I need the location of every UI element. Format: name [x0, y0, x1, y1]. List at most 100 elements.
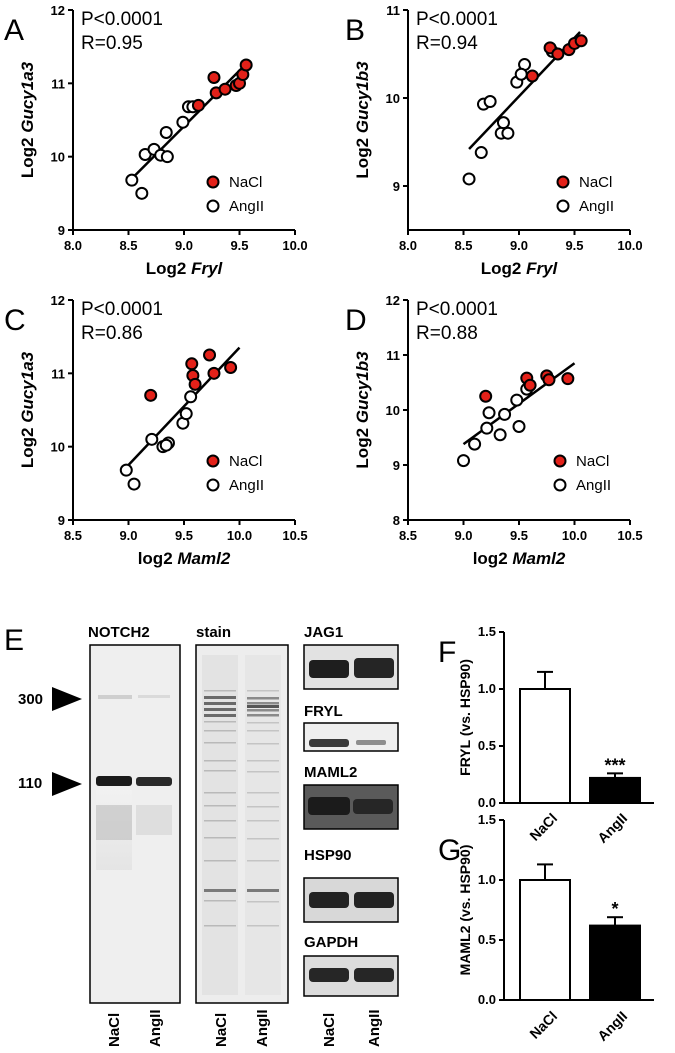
y-axis-label: MAML2 (vs. HSP90) — [457, 845, 473, 976]
stain-band — [247, 760, 279, 762]
stain-band — [204, 820, 236, 822]
legend-marker-angii — [206, 478, 220, 492]
stain-band — [204, 837, 236, 839]
point-angii — [145, 432, 159, 446]
scatter-panel-a: A 8.0 8.5 9.0 9.5 10.0 9 10 11 12 Log2 Fryl Log2 Gu… — [4, 3, 308, 278]
lane-labels: NaCl AngII NaCl AngII NaCl AngII — [106, 1010, 383, 1048]
y-axis-label: Log2 Gucy1a3 — [18, 351, 37, 468]
y-tick-label: 10 — [386, 91, 400, 106]
scatter-panel-b: B 8.0 8.5 9.0 9.5 10.0 9 10 11 Log2 Fryl Log2 Gucy… — [345, 3, 643, 278]
stain-band — [247, 705, 279, 708]
point-nacl — [525, 69, 539, 83]
x-tick-label: 9.5 — [510, 528, 528, 543]
stain-band — [204, 742, 236, 744]
stain-band — [247, 838, 279, 840]
point-angii — [483, 95, 497, 109]
scatter-panel-c: C 8.5 9.0 9.5 10.0 10.5 9 10 11 12 log2 Maml2 Log2 … — [4, 293, 308, 568]
x-tick-label: 9.5 — [230, 238, 248, 253]
size-marker-300: 300 — [18, 687, 82, 711]
stain-band — [204, 770, 236, 772]
stat-p-value: P<0.0001 — [416, 9, 498, 30]
regression-line — [127, 346, 241, 466]
stain-band — [204, 721, 236, 723]
x-tick-label: 10.0 — [282, 238, 307, 253]
x-tick-label: 8.5 — [454, 238, 472, 253]
x-tick-label: 8.0 — [64, 238, 82, 253]
gapdh-blot: GAPDH — [303, 934, 399, 997]
point-nacl — [551, 47, 565, 61]
stain-band — [204, 889, 236, 892]
legend-marker-nacl — [553, 454, 567, 468]
x-tick-label: 8.5 — [64, 528, 82, 543]
significance-marker: * — [611, 899, 618, 919]
svg-text:AngII: AngII — [147, 1010, 164, 1048]
y-tick-label: 1.5 — [478, 812, 496, 827]
point-angii — [125, 173, 139, 187]
stain-band — [247, 806, 279, 808]
notch2-blot — [89, 644, 181, 1004]
y-tick-label: 0.5 — [478, 932, 496, 947]
stain-band — [204, 860, 236, 862]
fryl-blot: FRYL — [303, 703, 399, 752]
stain-band — [247, 889, 279, 892]
y-tick-label: 8 — [393, 513, 400, 528]
stain-band — [204, 925, 236, 927]
category-label: AngII — [594, 810, 630, 846]
panel-letter: C — [4, 304, 26, 337]
stain-band — [204, 702, 236, 705]
stain-band — [247, 730, 279, 732]
y-tick-label: 11 — [51, 76, 65, 91]
arrowhead-icon — [52, 687, 82, 711]
point-angii — [468, 437, 482, 451]
y-tick-label: 11 — [386, 3, 400, 18]
legend-label-nacl: NaCl — [229, 453, 262, 470]
x-tick-label: 10.5 — [282, 528, 307, 543]
svg-text:110: 110 — [18, 775, 42, 792]
y-axis-label: FRYL (vs. HSP90) — [457, 659, 473, 776]
x-tick-label: 9.5 — [175, 528, 193, 543]
significance-marker: *** — [604, 755, 625, 775]
stain-band — [247, 925, 279, 927]
arrowhead-icon — [52, 772, 82, 796]
x-tick-label: 9.5 — [565, 238, 583, 253]
x-tick-label: 10.0 — [562, 528, 587, 543]
stat-p-value: P<0.0001 — [81, 299, 163, 320]
y-tick-label: 12 — [386, 293, 400, 308]
point-nacl — [191, 98, 205, 112]
point-nacl — [224, 360, 238, 374]
size-marker-110: 110 — [18, 772, 82, 796]
point-angii — [480, 421, 494, 435]
legend-label-nacl: NaCl — [576, 453, 609, 470]
stain-band — [247, 820, 279, 822]
x-tick-label: 8.5 — [399, 528, 417, 543]
point-nacl — [542, 373, 556, 387]
svg-text:HSP90: HSP90 — [304, 847, 352, 864]
x-tick-label: 8.5 — [119, 238, 137, 253]
point-angii — [119, 463, 133, 477]
y-tick-label: 0.0 — [478, 992, 496, 1007]
stain-bands — [204, 690, 279, 927]
point-angii — [498, 407, 512, 421]
point-angii — [496, 116, 510, 130]
stain-band — [247, 709, 279, 712]
x-tick-label: 8.0 — [399, 238, 417, 253]
panel-letter: F — [438, 636, 456, 669]
point-nacl — [144, 388, 158, 402]
legend-label-angii: AngII — [229, 198, 264, 215]
legend-marker-angii — [206, 199, 220, 213]
stat-r-value: R=0.94 — [416, 33, 478, 54]
y-tick-label: 9 — [58, 223, 65, 238]
y-tick-label: 1.0 — [478, 872, 496, 887]
point-angii — [474, 146, 488, 160]
svg-text:MAML2: MAML2 — [304, 764, 357, 781]
y-axis-label: Log2 Gucy1a3 — [18, 61, 37, 178]
y-axis-label: Log2 Gucy1b3 — [353, 61, 372, 179]
legend-marker-angii — [556, 199, 570, 213]
panel-letter: A — [4, 14, 24, 47]
svg-text:300: 300 — [18, 691, 43, 708]
y-tick-label: 11 — [386, 348, 400, 363]
regression-line — [130, 61, 249, 180]
notch2-band-nacl — [96, 776, 132, 786]
stain-band — [247, 697, 279, 700]
notch2-label: NOTCH2 — [88, 624, 150, 641]
